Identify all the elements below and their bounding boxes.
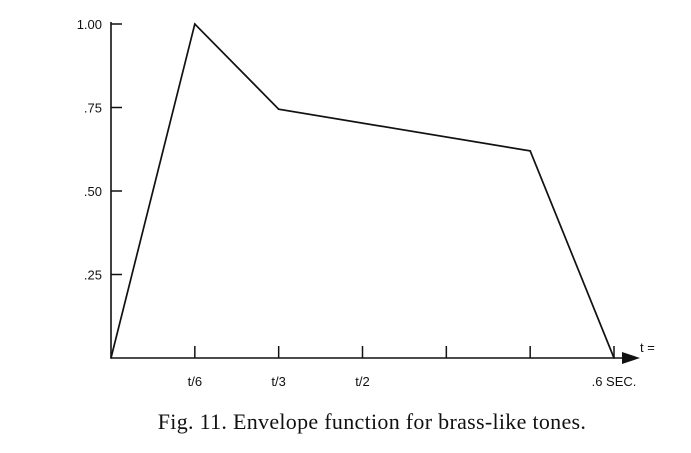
y-tick-label: .75 (84, 101, 102, 116)
x-tick-label: t/3 (271, 374, 285, 389)
series-layer (110, 22, 615, 359)
y-tick-label: .50 (84, 184, 102, 199)
x-axis-end-label: t = (640, 340, 655, 355)
y-tick-label: .25 (84, 268, 102, 283)
envelope-point (110, 357, 112, 359)
y-axis-ticks: .25 .50 .75 1.00 (77, 17, 122, 283)
envelope-point (529, 150, 532, 152)
envelope-point (193, 23, 196, 25)
x-tick-label: .6 SEC. (592, 374, 637, 389)
y-tick-label: 1.00 (77, 17, 102, 32)
x-axis-ticks: t/6 t/3 t/2 .6 SEC. (188, 346, 637, 389)
envelope-line (110, 22, 615, 359)
x-tick-label: t/2 (355, 374, 369, 389)
figure-caption: Fig. 11. Envelope function for brass-lik… (158, 409, 586, 434)
x-axis-arrowhead (622, 352, 640, 364)
axes (110, 22, 640, 364)
envelope-point (613, 357, 615, 359)
x-tick-label: t/6 (188, 374, 202, 389)
envelope-point (277, 108, 280, 111)
